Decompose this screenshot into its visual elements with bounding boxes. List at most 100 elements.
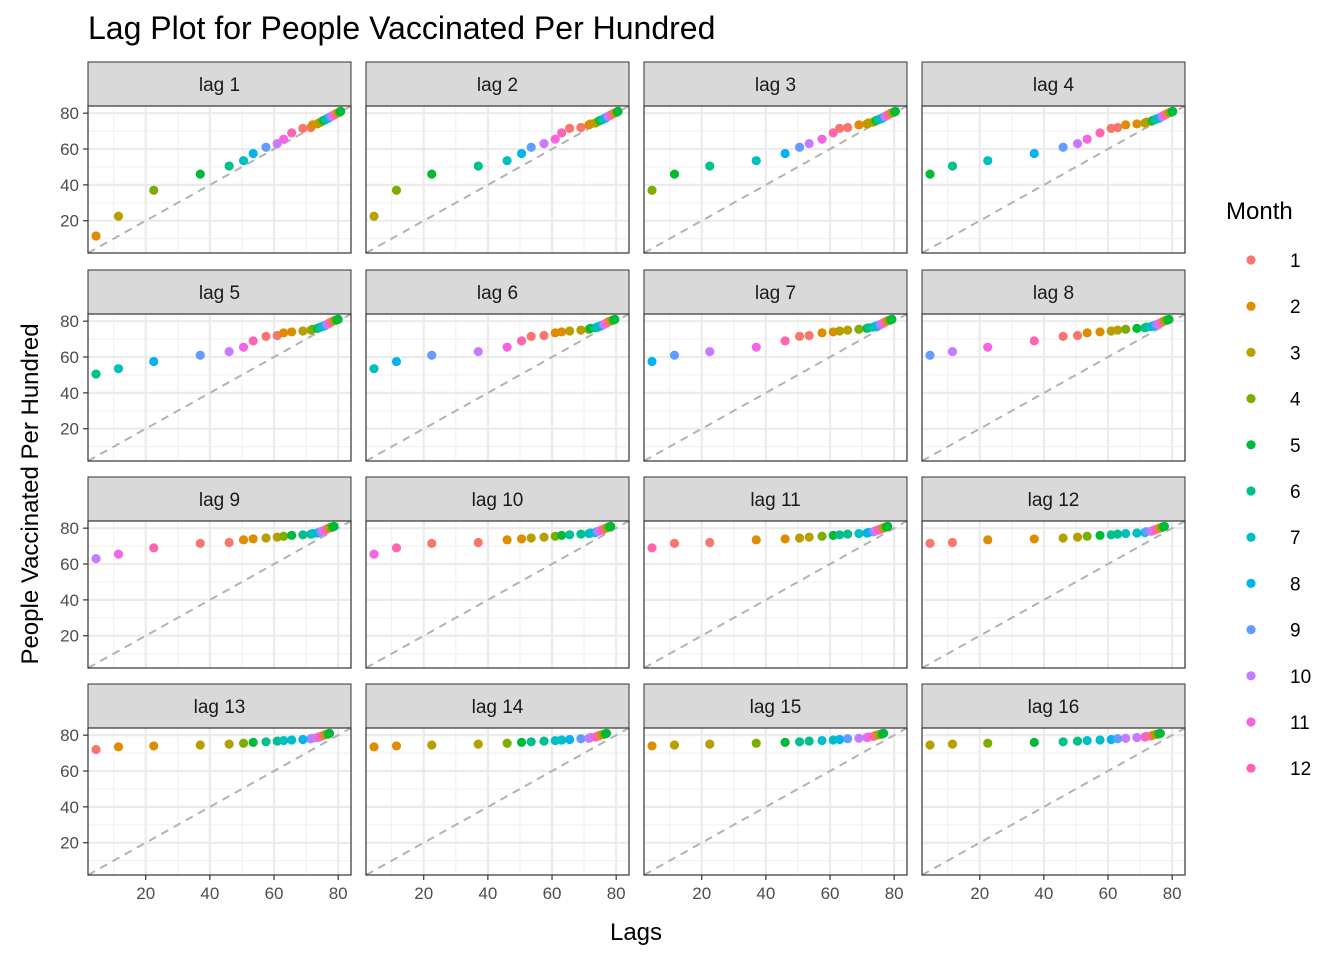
data-point [883,521,893,531]
lag-panel: lag 12 [921,476,1186,669]
data-point [647,356,657,367]
panel-border [87,727,352,876]
panel-strip [921,269,1186,315]
data-point [502,342,512,352]
panel-strip-label: lag 16 [1028,697,1080,718]
legend-key [1246,394,1256,404]
data-point [1082,134,1092,144]
data-point [1121,324,1131,334]
data-point [705,537,715,548]
data-point [261,142,271,152]
data-point [1058,533,1068,543]
legend-label: 2 [1290,297,1301,318]
data-point [983,535,993,545]
data-point [473,537,483,548]
panel-border [87,520,352,669]
x-tick-label: 60 [265,884,284,903]
data-point [854,528,864,539]
legend-key [1246,255,1256,265]
panel-strip-label: lag 3 [755,75,796,96]
data-point [835,123,845,134]
data-point [473,161,483,171]
panel-border [643,313,908,462]
panel-strip-label: lag 2 [477,75,518,96]
data-point [1082,328,1092,338]
panel-strip-label: lag 10 [472,490,524,511]
data-point [224,347,234,357]
data-point [835,326,845,336]
panel-strip [921,683,1186,729]
data-point [1155,728,1165,738]
data-point [224,537,234,548]
data-point [113,742,124,752]
legend-key [1246,486,1256,496]
legend-label: 7 [1290,528,1301,549]
facet-panels: lag 1 20 40 60 80 lag 2 lag 3 lag 4 lag 5 20 40 60 8… [60,61,1186,903]
panel-strip-label: lag 1 [199,75,240,96]
lag-panel: lag 13 20 40 60 80 20 40 60 80 [60,683,352,903]
lag-panel: lag 16 20 40 60 80 [921,683,1186,903]
data-point [149,356,159,367]
data-point [925,740,935,750]
data-point [751,738,761,748]
y-tick-label: 20 [60,627,79,646]
y-tick-label: 80 [60,519,79,538]
data-point [705,161,715,171]
legend-label: 4 [1290,390,1301,411]
data-point [1029,737,1039,747]
data-point [557,128,567,138]
data-point [576,122,586,133]
data-point [751,156,761,166]
data-point [91,231,101,241]
data-point [427,169,437,179]
data-point [336,106,346,116]
data-point [333,314,343,324]
panel-strip-label: lag 9 [199,490,240,511]
data-point [843,734,853,744]
data-point [576,529,586,539]
data-point [1095,327,1105,337]
data-point [369,742,379,752]
panel-strip [87,61,352,107]
data-point [91,369,101,379]
data-point [890,106,901,116]
legend-label: 1 [1290,251,1301,272]
legend-key [1246,763,1256,773]
data-point [887,314,897,324]
lag-panel: lag 1 20 40 60 80 [60,61,352,254]
data-point [238,342,249,352]
data-point [195,538,205,549]
y-tick-label: 60 [60,140,79,159]
lag-panel: lag 4 [921,61,1186,254]
panel-strip-label: lag 7 [755,283,796,304]
data-point [565,326,575,336]
data-point [751,342,761,352]
x-tick-label: 20 [970,884,989,903]
data-point [804,330,814,341]
data-point [1082,531,1092,541]
data-point [195,169,205,179]
data-point [526,533,536,543]
data-point [539,330,549,341]
x-tick-label: 60 [543,884,562,903]
panel-border [921,520,1186,669]
data-point [1072,532,1083,542]
data-point [298,530,308,540]
data-point [238,156,249,166]
data-point [1058,737,1068,747]
data-point [287,128,297,138]
data-point [1113,122,1123,133]
data-point [1029,534,1039,544]
panel-strip-label: lag 5 [199,283,240,304]
data-point [427,538,437,549]
data-point [854,324,864,334]
data-point [248,148,258,159]
data-point [427,740,437,750]
lag-panel: lag 3 [643,61,908,254]
legend-label: 5 [1290,436,1301,457]
data-point [835,734,845,745]
y-tick-label: 40 [60,384,79,403]
legend-key [1246,578,1256,589]
data-point [804,736,814,746]
